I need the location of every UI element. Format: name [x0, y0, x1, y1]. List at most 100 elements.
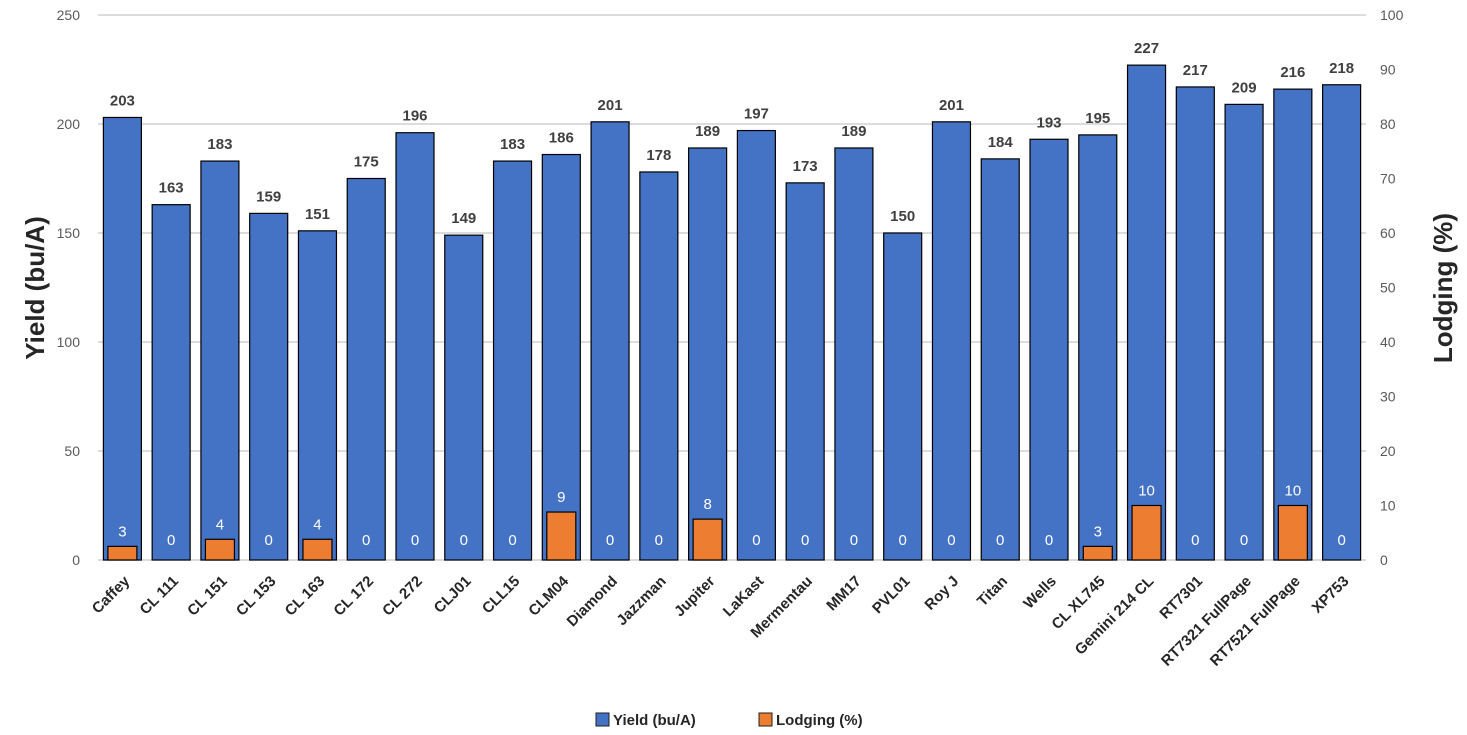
x-tick-label: CL 111 — [137, 573, 182, 618]
yield-data-label: 183 — [500, 136, 525, 153]
yield-data-label: 163 — [159, 180, 184, 197]
yield-bar — [1175, 86, 1215, 561]
lodging-data-label: 10 — [1285, 483, 1302, 500]
y-tick-label: 150 — [57, 225, 81, 241]
y-axis-title: Yield (bu/A) — [20, 216, 50, 359]
lodging-data-label: 8 — [703, 496, 711, 513]
yield-data-label: 159 — [256, 188, 281, 205]
x-tick-label: CLJ01 — [431, 573, 475, 617]
lodging-data-label: 10 — [1138, 483, 1155, 500]
yield-bar — [1126, 64, 1167, 561]
y-tick-label: 50 — [64, 443, 80, 459]
yield-bar — [883, 232, 923, 561]
yield-data-label: 217 — [1183, 62, 1208, 79]
x-tick-label: PVL01 — [869, 573, 913, 617]
lodging-data-label: 0 — [947, 532, 955, 549]
yield-data-label: 203 — [110, 92, 135, 109]
yield-bar — [297, 230, 338, 561]
y2-axis-title: Lodging (%) — [1428, 213, 1458, 363]
yield-bar — [1078, 134, 1118, 561]
legend: Yield (bu/A) Lodging (%) — [595, 712, 863, 729]
x-tick-label: RT7301 — [1156, 573, 1206, 623]
yield-data-label: 189 — [841, 123, 866, 140]
y2-tick-label: 100 — [1380, 7, 1404, 23]
y2-tick-label: 30 — [1380, 389, 1396, 405]
x-tick-label: Wells — [1020, 573, 1060, 613]
yield-bar — [931, 121, 972, 561]
yield-data-label: 197 — [744, 106, 769, 123]
yield-data-label: 178 — [646, 147, 671, 164]
lodging-data-label: 3 — [118, 523, 126, 540]
lodging-data-label: 0 — [1045, 532, 1053, 549]
yield-data-label: 201 — [939, 97, 964, 114]
lodging-data-label: 0 — [411, 532, 419, 549]
lodging-data-label: 9 — [557, 489, 565, 506]
yield-bar — [1322, 84, 1362, 561]
yield-data-label: 216 — [1280, 64, 1305, 81]
legend-swatch-yield — [595, 712, 610, 727]
y2-tick-label: 80 — [1380, 116, 1396, 132]
y2-tick-label: 70 — [1380, 171, 1396, 187]
yield-bar — [736, 129, 776, 561]
lodging-data-label: 0 — [655, 532, 663, 549]
yield-bar — [688, 147, 728, 561]
yield-data-label: 218 — [1329, 60, 1354, 77]
x-tick-label: CL 272 — [379, 573, 426, 620]
yield-bar — [1224, 103, 1264, 561]
yield-bar — [249, 212, 289, 561]
yield-data-label: 195 — [1085, 110, 1110, 127]
x-tick-label: Jazzman — [613, 573, 669, 629]
lodging-data-label: 0 — [1191, 532, 1199, 549]
lodging-bar — [692, 518, 723, 561]
x-tick-label: MM17 — [823, 573, 864, 614]
lodging-bar — [204, 538, 236, 561]
x-tick-label: LaKast — [720, 573, 767, 620]
lodging-bar — [1277, 504, 1308, 561]
x-tick-label: CL 151 — [184, 573, 231, 620]
y2-tick-label: 40 — [1380, 334, 1396, 350]
yield-data-label: 149 — [451, 210, 476, 227]
lodging-data-label: 4 — [313, 516, 321, 533]
lodging-data-label: 0 — [996, 532, 1004, 549]
yield-data-label: 183 — [207, 136, 232, 153]
yield-data-label: 193 — [1036, 114, 1061, 131]
x-tick-label: CL 163 — [282, 573, 329, 620]
yield-bar — [444, 234, 484, 561]
legend-swatch-lodging — [758, 712, 773, 727]
yield-bar — [1273, 88, 1313, 561]
yield-data-label: 196 — [402, 108, 427, 125]
y-tick-label: 100 — [57, 334, 81, 350]
y2-tick-label: 90 — [1380, 62, 1396, 78]
x-tick-label: RT7521 FullPage — [1207, 573, 1304, 670]
yield-data-label: 227 — [1134, 40, 1159, 57]
yield-bar — [395, 132, 435, 561]
lodging-data-label: 0 — [801, 532, 809, 549]
yield-bar — [834, 147, 874, 561]
y-tick-label: 250 — [57, 7, 81, 23]
yield-bar — [102, 116, 142, 561]
yield-bar — [346, 177, 386, 561]
x-tick-label: Roy J — [921, 573, 962, 614]
x-tick-label: CLL15 — [479, 573, 523, 617]
x-tick-label: CL 153 — [233, 573, 280, 620]
lodging-data-label: 0 — [606, 532, 614, 549]
y2-tick-label: 0 — [1380, 552, 1388, 568]
yield-bar — [200, 160, 240, 561]
lodging-data-label: 0 — [899, 532, 907, 549]
bars — [102, 64, 1362, 561]
lodging-bar — [1131, 504, 1162, 561]
yield-bar — [590, 121, 630, 561]
legend-label-lodging: Lodging (%) — [776, 712, 863, 729]
x-tick-label: XP753 — [1309, 573, 1353, 617]
lodging-data-label: 0 — [850, 532, 858, 549]
yield-data-label: 186 — [549, 130, 574, 147]
yield-data-label: 173 — [793, 158, 818, 175]
y-tick-label: 200 — [57, 116, 81, 132]
x-tick-label: Titan — [974, 573, 1011, 610]
lodging-bar — [107, 545, 138, 561]
lodging-data-label: 0 — [1240, 532, 1248, 549]
y2-tick-label: 60 — [1380, 225, 1396, 241]
yield-data-label: 175 — [354, 154, 379, 171]
yield-data-label: 201 — [598, 97, 623, 114]
